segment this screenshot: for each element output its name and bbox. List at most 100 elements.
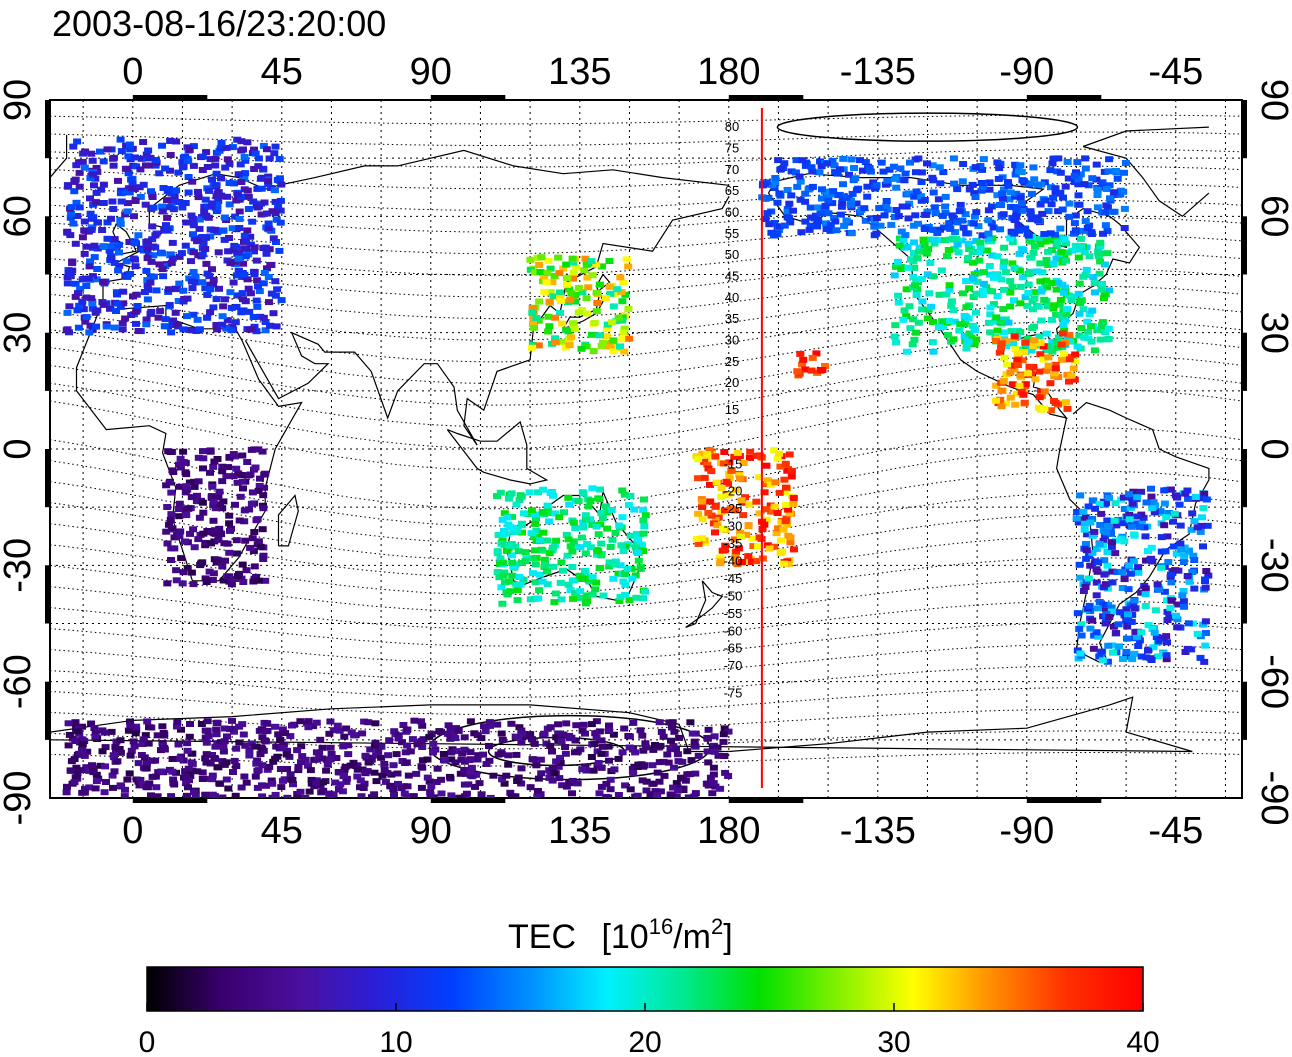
tec-pixel xyxy=(531,547,540,554)
tec-pixel xyxy=(1048,160,1057,167)
tec-pixel xyxy=(824,197,833,204)
tec-pixel xyxy=(370,791,379,798)
tec-pixel xyxy=(674,787,683,794)
tec-pixel xyxy=(1073,610,1082,617)
tec-pixel xyxy=(912,292,921,298)
tec-pixel xyxy=(1082,541,1090,547)
tec-pixel xyxy=(846,202,855,209)
tec-pixel xyxy=(789,501,798,508)
tec-pixel xyxy=(111,744,120,750)
tec-pixel xyxy=(185,777,193,784)
tec-pixel xyxy=(1036,201,1045,208)
tec-pixel xyxy=(531,269,540,276)
tec-pixel xyxy=(605,343,614,350)
tec-pixel xyxy=(67,758,76,765)
tec-pixel xyxy=(681,777,690,784)
tec-pixel xyxy=(1201,642,1210,649)
tec-pixel xyxy=(1023,335,1032,342)
tec-pixel xyxy=(63,280,72,287)
right-axis-label: 0 xyxy=(1253,438,1292,459)
tec-pixel xyxy=(858,167,867,174)
tec-pixel xyxy=(254,446,263,453)
tec-pixel xyxy=(132,723,141,730)
tec-pixel xyxy=(117,190,126,197)
bottom-axis-label: 0 xyxy=(122,810,143,852)
tec-pixel xyxy=(653,769,662,776)
tec-pixel xyxy=(968,181,977,188)
tec-pixel xyxy=(965,186,974,193)
tec-pixel xyxy=(253,277,262,284)
tec-pixel xyxy=(341,763,350,770)
tec-pixel xyxy=(107,146,116,153)
tec-pixel xyxy=(1021,381,1030,388)
tec-pixel xyxy=(578,289,587,296)
tec-pixel xyxy=(113,300,122,307)
tec-pixel xyxy=(460,769,469,776)
tec-pixel xyxy=(502,547,511,554)
tec-pixel xyxy=(566,587,575,594)
tec-pixel xyxy=(91,175,100,182)
tec-pixel xyxy=(698,535,706,542)
tec-pixel xyxy=(546,265,555,272)
tec-pixel xyxy=(1103,517,1112,524)
tec-pixel xyxy=(1049,305,1058,312)
tec-pixel xyxy=(882,202,891,209)
tec-pixel xyxy=(175,253,184,260)
tec-pixel xyxy=(1115,643,1124,650)
tec-pixel xyxy=(773,510,782,516)
tec-pixel xyxy=(1129,488,1138,495)
tec-pixel xyxy=(571,590,580,597)
tec-pixel xyxy=(879,168,888,175)
tec-pixel xyxy=(538,509,547,515)
tec-pixel xyxy=(507,552,516,559)
tec-pixel xyxy=(535,262,544,268)
map-title: 2003-08-16/23:20:00 xyxy=(52,3,386,44)
tec-pixel xyxy=(346,762,355,769)
tec-pixel xyxy=(202,739,211,746)
tec-pixel xyxy=(1098,322,1107,328)
tec-pixel xyxy=(446,735,455,742)
tec-pixel xyxy=(1163,639,1171,646)
tec-pixel xyxy=(69,143,78,150)
tec-pixel xyxy=(752,498,761,505)
tec-pixel xyxy=(186,773,195,779)
tec-pixel xyxy=(384,752,393,759)
tec-pixel xyxy=(1099,295,1108,302)
tec-pixel xyxy=(107,254,116,261)
tec-pixel xyxy=(970,341,979,348)
tec-pixel xyxy=(1122,648,1131,655)
tec-pixel xyxy=(198,251,207,258)
tec-pixel xyxy=(517,493,526,500)
tec-pixel xyxy=(672,780,681,787)
tec-pixel xyxy=(717,493,726,500)
tec-pixel xyxy=(801,218,810,225)
tec-pixel xyxy=(212,182,221,189)
tec-pixel xyxy=(905,303,914,310)
tec-pixel xyxy=(142,784,151,791)
contour-label: 45 xyxy=(725,268,739,283)
tec-pixel xyxy=(1029,250,1038,256)
tec-pixel xyxy=(568,255,577,262)
tec-pixel xyxy=(595,281,604,288)
top-axis-label: -45 xyxy=(1148,51,1203,93)
tec-pixel xyxy=(551,590,560,597)
tec-pixel xyxy=(1026,210,1035,217)
tec-pixel xyxy=(452,748,461,755)
tec-pixel xyxy=(219,577,228,584)
tec-pixel xyxy=(1006,235,1015,242)
tec-pixel xyxy=(986,304,995,311)
tec-pixel xyxy=(820,206,829,213)
tec-pixel xyxy=(63,182,72,189)
colorbar-tick-label: 40 xyxy=(1126,1026,1159,1057)
tec-pixel xyxy=(116,136,125,143)
tec-pixel xyxy=(1035,368,1044,375)
tec-pixel xyxy=(1016,300,1025,307)
tec-pixel xyxy=(466,768,475,775)
tec-pixel xyxy=(899,237,908,244)
tec-pixel xyxy=(172,577,181,584)
tec-pixel xyxy=(688,730,697,737)
tec-pixel xyxy=(261,327,270,334)
tec-pixel xyxy=(562,531,571,538)
tec-pixel xyxy=(141,732,150,739)
contour-label: 40 xyxy=(725,290,739,305)
